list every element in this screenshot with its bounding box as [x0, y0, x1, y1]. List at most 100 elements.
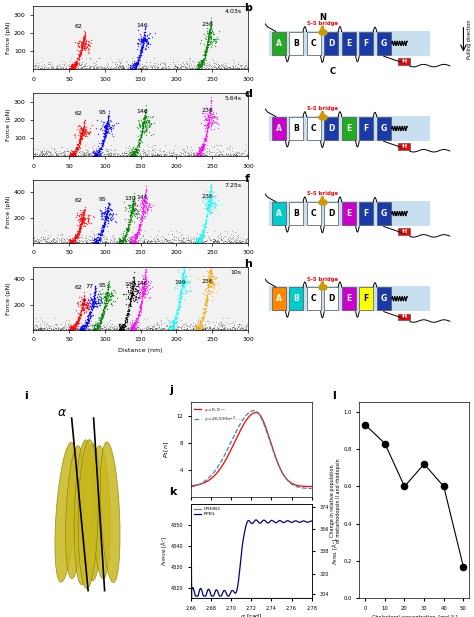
- Point: [202, 294, 210, 304]
- Point: [208, 62, 216, 72]
- Point: [71, 235, 79, 245]
- Point: [131, 317, 139, 327]
- Point: [203, 39, 211, 49]
- Point: [90, 299, 97, 308]
- FancyBboxPatch shape: [272, 117, 285, 139]
- Point: [66, 62, 73, 72]
- Point: [167, 238, 174, 247]
- Point: [229, 151, 237, 160]
- Point: [238, 323, 246, 333]
- Point: [67, 236, 75, 246]
- Point: [175, 151, 182, 160]
- Point: [82, 218, 90, 228]
- Point: [205, 118, 213, 128]
- Point: [136, 120, 144, 130]
- Point: [221, 325, 228, 334]
- Point: [202, 290, 210, 300]
- Point: [91, 325, 98, 334]
- Point: [105, 278, 112, 288]
- Point: [198, 144, 205, 154]
- Point: [194, 149, 202, 159]
- Point: [144, 64, 151, 74]
- Point: [124, 217, 132, 226]
- Point: [93, 150, 100, 160]
- Point: [138, 323, 146, 333]
- Point: [84, 210, 91, 220]
- Point: [216, 236, 223, 246]
- Point: [171, 231, 178, 241]
- Point: [139, 36, 146, 46]
- Point: [76, 133, 83, 143]
- Point: [66, 149, 73, 159]
- Point: [181, 262, 188, 271]
- Point: [173, 308, 180, 318]
- Point: [192, 322, 200, 332]
- Point: [141, 113, 148, 123]
- Point: [218, 319, 225, 329]
- Point: [140, 128, 147, 138]
- Point: [202, 129, 210, 139]
- Point: [231, 62, 239, 72]
- Point: [80, 32, 87, 42]
- Point: [67, 321, 74, 331]
- Point: [195, 143, 203, 153]
- Point: [76, 325, 84, 334]
- Point: [199, 193, 207, 203]
- Point: [42, 321, 49, 331]
- Point: [130, 322, 137, 332]
- Point: [200, 307, 207, 317]
- Point: [199, 143, 206, 153]
- Point: [192, 232, 200, 242]
- Point: [134, 225, 141, 234]
- Point: [196, 149, 203, 159]
- Point: [132, 61, 139, 71]
- Point: [130, 317, 137, 327]
- Point: [241, 146, 249, 156]
- Point: [104, 203, 111, 213]
- Point: [98, 237, 106, 247]
- Point: [36, 146, 44, 156]
- Point: [141, 111, 149, 121]
- Point: [214, 236, 221, 246]
- Point: [49, 324, 56, 334]
- Point: [146, 115, 153, 125]
- Point: [98, 284, 106, 294]
- Point: [129, 205, 137, 215]
- Point: [197, 313, 205, 323]
- Point: [198, 320, 206, 329]
- Point: [206, 118, 214, 128]
- Point: [127, 233, 134, 242]
- Point: [131, 64, 139, 73]
- Point: [38, 323, 46, 333]
- Point: [131, 318, 139, 328]
- Point: [127, 320, 135, 329]
- Point: [66, 149, 74, 159]
- Point: [128, 323, 136, 333]
- Point: [132, 58, 139, 68]
- Point: [192, 64, 200, 74]
- Point: [184, 63, 191, 73]
- Point: [52, 63, 60, 73]
- Point: [83, 317, 91, 327]
- Point: [201, 307, 208, 317]
- Point: [184, 276, 192, 286]
- Point: [126, 218, 133, 228]
- Point: [100, 151, 107, 160]
- Point: [137, 35, 145, 44]
- Point: [158, 325, 165, 334]
- Text: A: A: [275, 209, 282, 218]
- Point: [92, 325, 100, 334]
- Point: [103, 207, 111, 217]
- RPEIL: [193, 592, 199, 600]
- Point: [198, 324, 206, 334]
- Point: [88, 300, 96, 310]
- Point: [100, 131, 107, 141]
- Point: [72, 232, 79, 242]
- Point: [101, 236, 109, 246]
- Point: [179, 149, 186, 159]
- Point: [225, 63, 232, 73]
- Point: [103, 118, 111, 128]
- Point: [91, 296, 98, 305]
- Point: [89, 297, 96, 307]
- Point: [124, 309, 131, 319]
